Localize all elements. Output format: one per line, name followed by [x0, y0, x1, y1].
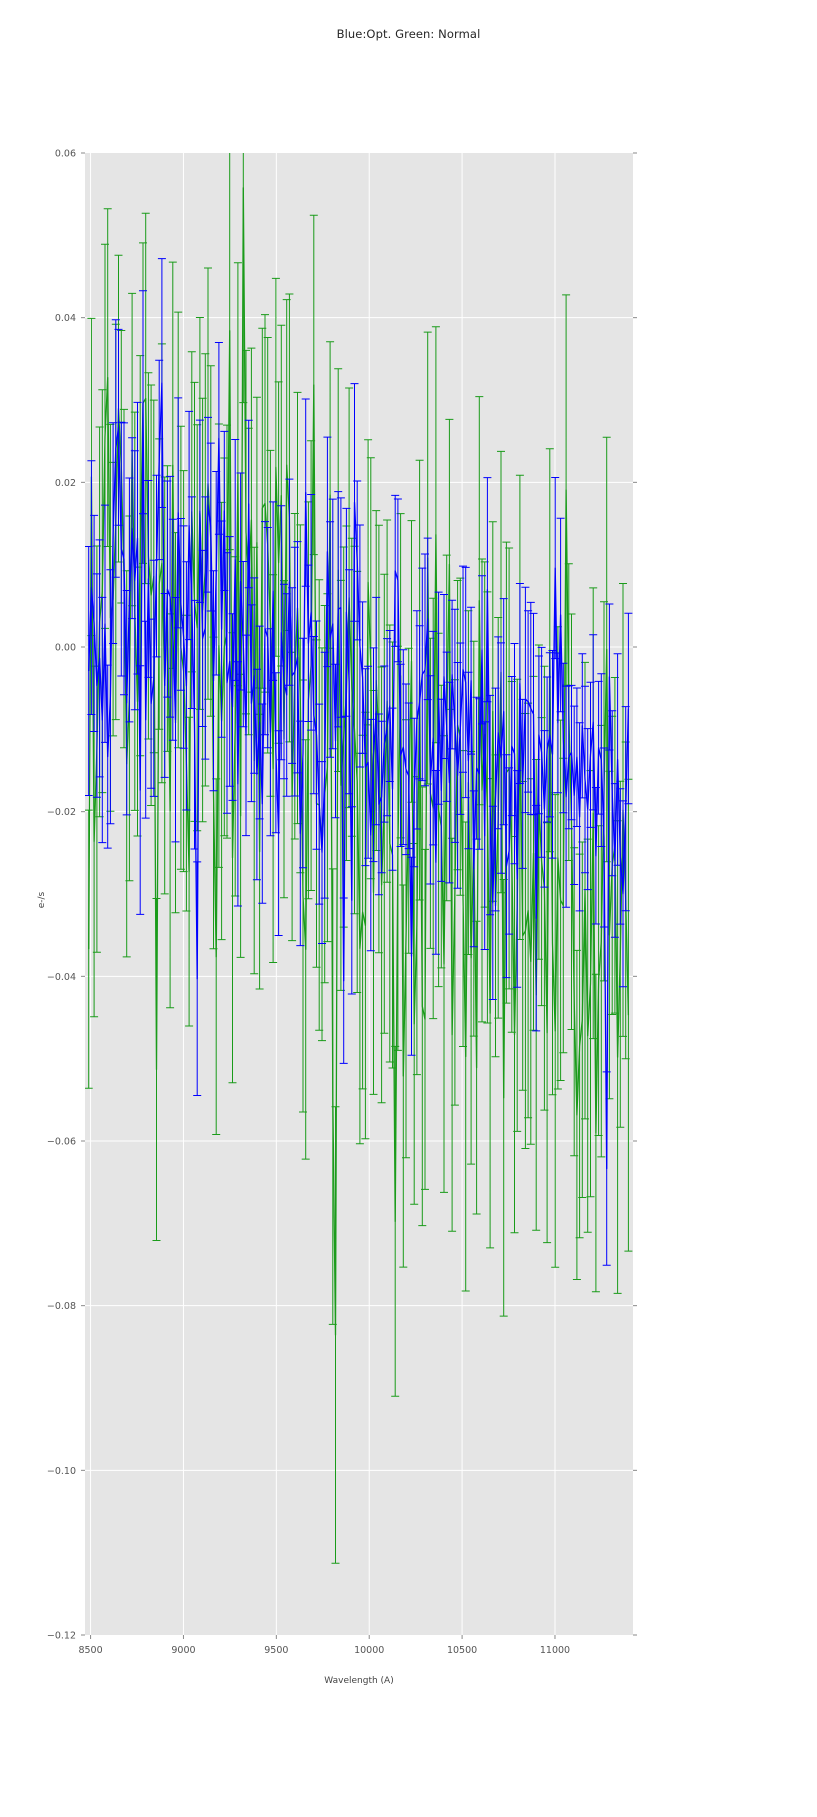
x-tick-label: 10500 — [447, 1645, 477, 1656]
y-tick-label: 0.00 — [55, 643, 76, 654]
y-tick-label: −0.10 — [47, 1466, 76, 1477]
y-axis-label: e-/s — [37, 891, 47, 908]
y-tick-label: 0.06 — [55, 149, 76, 160]
y-tick-label: −0.04 — [47, 972, 76, 983]
y-tick-label: −0.12 — [47, 1631, 76, 1642]
x-axis-label: Wavelength (A) — [324, 1676, 393, 1686]
axes-area: 8500 9000 9500 10000 10500 11000 −0.12 −0.10 −0.… — [37, 149, 637, 1686]
y-tick-label: −0.06 — [47, 1137, 76, 1148]
axis-tick-labels: 8500 9000 9500 10000 10500 11000 −0.12 −0.10 −0.… — [47, 149, 570, 1657]
x-tick-label: 8500 — [78, 1645, 102, 1656]
axis-ticks — [81, 152, 637, 1639]
y-tick-label: 0.02 — [55, 478, 76, 489]
y-tick-label: 0.04 — [55, 313, 76, 324]
y-tick-label: −0.08 — [47, 1301, 76, 1312]
x-tick-label: 10000 — [354, 1645, 384, 1656]
x-tick-label: 9000 — [171, 1645, 195, 1656]
series-opt-blue — [85, 258, 633, 1266]
x-tick-label: 11000 — [540, 1645, 570, 1656]
data-line — [88, 382, 630, 1170]
y-tick-label: −0.02 — [47, 807, 76, 818]
x-tick-label: 9500 — [264, 1645, 288, 1656]
chart-title: Blue:Opt. Green: Normal — [336, 27, 481, 41]
